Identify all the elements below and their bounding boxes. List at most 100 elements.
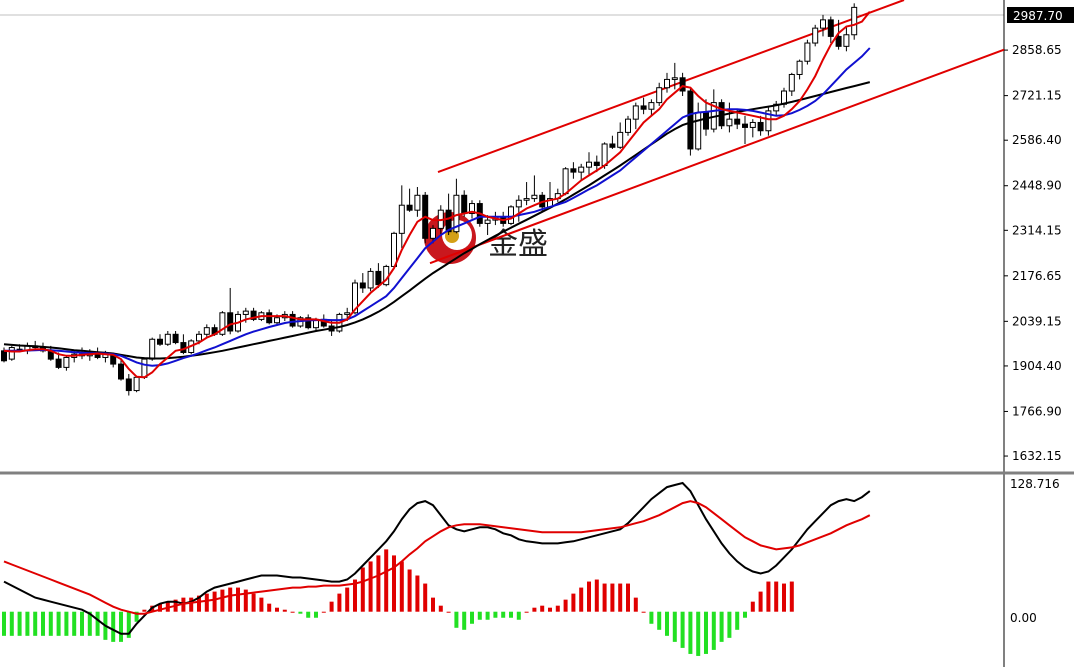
macd-bar-negative xyxy=(111,611,116,642)
macd-bar-negative xyxy=(2,611,6,636)
candle-up xyxy=(203,327,210,335)
macd-bar-negative xyxy=(41,611,45,636)
macd-bar-positive xyxy=(220,589,225,612)
candle-up xyxy=(601,143,608,166)
last-price-label: 2987.70 xyxy=(1013,9,1063,23)
macd-bar-positive xyxy=(789,581,794,612)
channel-lower-line xyxy=(429,48,1005,265)
macd-bar-positive xyxy=(392,555,396,612)
macd-bar-negative xyxy=(126,611,131,638)
macd-bar-negative xyxy=(743,611,747,618)
candle-up xyxy=(578,166,585,173)
macd-bar-positive xyxy=(540,605,545,612)
candle-down xyxy=(110,355,117,365)
candle-up xyxy=(352,282,358,314)
candle-up xyxy=(196,333,202,342)
candle-up xyxy=(141,358,148,378)
candle-up xyxy=(414,194,421,211)
macd-bar-positive xyxy=(158,603,162,612)
candle-down xyxy=(609,143,616,148)
macd-bar-positive xyxy=(267,603,272,612)
channel-upper-line xyxy=(437,0,905,174)
macd-bar-negative xyxy=(696,611,701,656)
candle-down xyxy=(406,204,413,211)
macd-bar-positive xyxy=(555,605,560,612)
macd-bar-negative xyxy=(672,611,677,642)
last-price-badge: 2987.70 xyxy=(1007,7,1074,23)
price-tick-label: 1632.15 xyxy=(1012,449,1062,463)
macd-bar-negative xyxy=(688,611,693,654)
candle-up xyxy=(469,203,475,214)
candle-up xyxy=(632,105,639,120)
macd-histogram xyxy=(2,549,794,656)
macd-bar-positive xyxy=(532,607,537,612)
candle-down xyxy=(445,209,452,233)
macd-bar-negative xyxy=(9,611,14,636)
candle-up xyxy=(671,77,678,80)
candle-up xyxy=(648,102,655,110)
macd-bar-positive xyxy=(360,567,365,612)
macd-bar-positive xyxy=(618,583,623,612)
macd-bar-negative xyxy=(17,611,22,636)
macd-bar-positive xyxy=(579,587,584,612)
candle-down xyxy=(375,270,382,286)
candle-up xyxy=(625,118,631,133)
macd-bar-negative xyxy=(516,611,521,620)
candle-up xyxy=(398,204,405,234)
macd-bar-positive xyxy=(197,595,201,612)
macd-bar-positive xyxy=(345,587,350,612)
macd-bar-positive xyxy=(407,569,412,612)
macd-bar-positive xyxy=(399,561,404,612)
candle-up xyxy=(344,312,351,315)
macd-bar-negative xyxy=(657,611,662,630)
macd-bar-positive xyxy=(758,591,763,612)
candle-up xyxy=(8,347,15,360)
price-tick-label: 1766.90 xyxy=(1012,404,1062,418)
macd-bar-negative xyxy=(680,611,685,648)
price-tick-label: 2721.15 xyxy=(1012,89,1062,103)
candle-up xyxy=(63,356,70,368)
candle-up xyxy=(133,376,140,392)
candle-down xyxy=(593,161,600,166)
candle-down xyxy=(157,338,163,345)
candle-up xyxy=(430,227,436,239)
macd-bar-positive xyxy=(782,583,786,612)
price-tick-label: 2586.40 xyxy=(1012,133,1062,147)
macd-bar-positive xyxy=(587,581,591,612)
price-tick-label: 2314.15 xyxy=(1012,223,1062,237)
macd-bar-positive xyxy=(212,591,217,612)
price-tick-label: 2448.90 xyxy=(1012,179,1062,193)
candle-up xyxy=(531,194,538,200)
candle-down xyxy=(359,282,366,289)
macd-bar-negative xyxy=(87,611,92,636)
macd-bar-negative xyxy=(80,611,84,636)
macd-bar-negative xyxy=(665,611,669,636)
macd-bar-negative xyxy=(493,611,498,618)
macd-bar-positive xyxy=(259,597,264,612)
candle-up xyxy=(812,27,819,44)
macd-bar-positive xyxy=(368,561,373,612)
macd-bar-negative xyxy=(314,611,318,618)
price-tick-label: 2039.15 xyxy=(1012,314,1062,328)
candle-up xyxy=(523,198,530,201)
macd-zero-label: 0.00 xyxy=(1010,611,1037,625)
macd-lines xyxy=(3,481,871,635)
macd-bar-positive xyxy=(384,549,389,612)
candle-down xyxy=(827,19,834,37)
macd-bar-positive xyxy=(563,599,568,612)
candle-down xyxy=(734,118,741,125)
candle-up xyxy=(586,161,592,168)
macd-bar-positive xyxy=(415,575,420,612)
candle-down xyxy=(55,358,62,368)
macd-bar-negative xyxy=(48,611,53,636)
candle-down xyxy=(679,77,686,92)
macd-bar-negative xyxy=(95,611,100,636)
macd-bar-negative xyxy=(454,611,459,628)
macd-bar-positive xyxy=(228,587,233,612)
macd-bar-positive xyxy=(548,607,552,612)
candle-up xyxy=(804,42,811,62)
macd-bar-positive xyxy=(329,601,334,612)
candle-down xyxy=(289,313,296,327)
candle-down xyxy=(703,112,709,130)
candle-up xyxy=(788,73,795,92)
